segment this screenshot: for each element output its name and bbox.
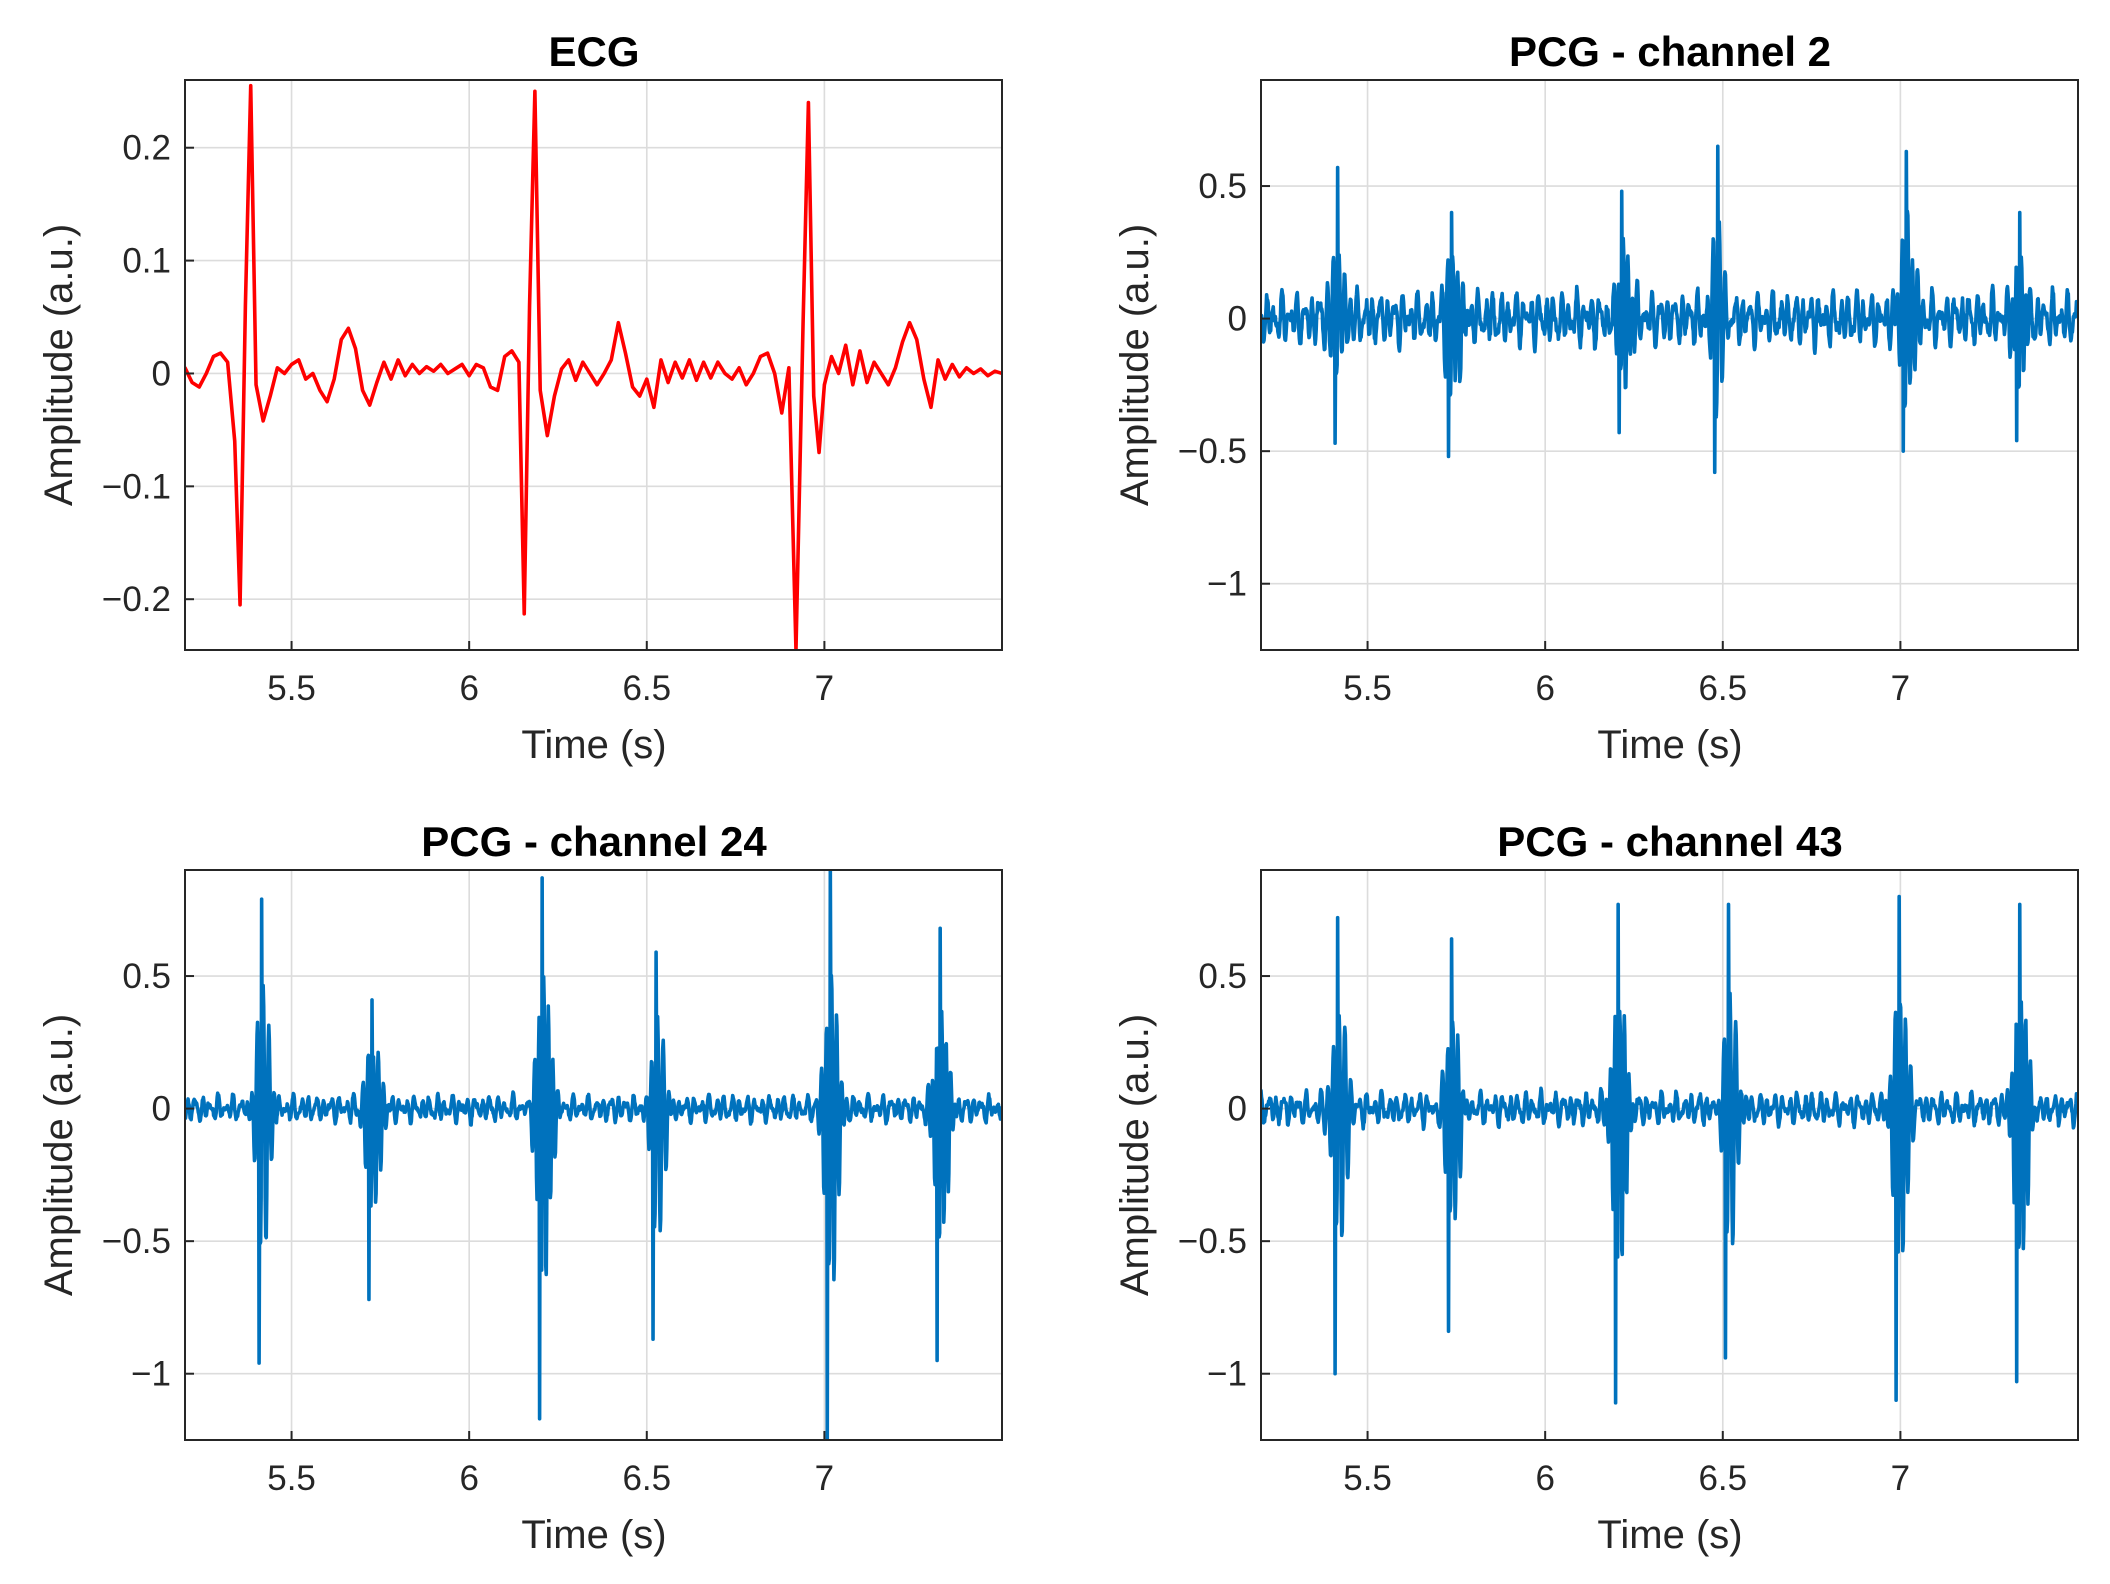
y-tick-label: −0.5	[1178, 1222, 1247, 1261]
trace-layer	[1261, 144, 2078, 475]
y-tick-label: −0.1	[102, 467, 171, 506]
panel-title: PCG - channel 2	[1509, 28, 1831, 75]
plot-area	[184, 79, 1003, 651]
y-axis-label: Amplitude (a.u.)	[1113, 1014, 1157, 1296]
x-tick-label: 5.5	[1343, 669, 1392, 708]
panel-title: PCG - channel 24	[421, 818, 767, 865]
signal-trace	[1261, 144, 2078, 475]
x-tick-label: 7	[1891, 669, 1910, 708]
y-axis-label: Amplitude (a.u.)	[1113, 224, 1157, 506]
y-tick-label: 0	[152, 1090, 171, 1129]
x-tick-label: 7	[1891, 1459, 1910, 1498]
x-tick-label: 6	[1535, 1459, 1554, 1498]
x-tick-label: 6.5	[1698, 1459, 1747, 1498]
x-tick-label: 6.5	[1698, 669, 1747, 708]
signal-trace	[185, 870, 1002, 1440]
x-axis-label: Time (s)	[521, 723, 666, 767]
y-tick-label: 0.2	[122, 129, 171, 168]
x-tick-label: 6	[1535, 669, 1554, 708]
panel-pcg-channel-24: PCG - channel 24 Time (s) Amplitude (a.u…	[37, 818, 1003, 1557]
y-tick-label: −0.2	[102, 580, 171, 619]
x-tick-label: 6	[459, 1459, 478, 1498]
x-axis-label: Time (s)	[1597, 723, 1742, 767]
y-tick-label: −1	[1207, 565, 1247, 604]
y-axis-label: Amplitude (a.u.)	[37, 1014, 81, 1296]
plot-area	[184, 869, 1003, 1441]
x-tick-label: 6	[459, 669, 478, 708]
x-tick-label: 5.5	[1343, 1459, 1392, 1498]
plot-area	[1260, 79, 2079, 651]
y-tick-label: −0.5	[1178, 432, 1247, 471]
x-tick-label: 6.5	[622, 669, 671, 708]
plot-area	[1260, 869, 2079, 1441]
y-axis-label: Amplitude (a.u.)	[37, 224, 81, 506]
y-tick-label: 0.5	[1198, 167, 1247, 206]
grid	[1261, 870, 2078, 1440]
x-tick-label: 7	[815, 1459, 834, 1498]
y-tick-label: 0	[1228, 1090, 1247, 1129]
y-tick-label: −0.5	[102, 1222, 171, 1261]
panel-pcg-channel-2: PCG - channel 2 Time (s) Amplitude (a.u.…	[1113, 28, 2079, 767]
x-tick-label: 6.5	[622, 1459, 671, 1498]
tick-layer: 5.5 6 6.5 7 −1 −0.5 0 0.5	[1178, 957, 1910, 1498]
panel-title: ECG	[548, 28, 639, 75]
signal-trace	[185, 83, 1002, 650]
panel-title: PCG - channel 43	[1497, 818, 1842, 865]
trace-layer	[1261, 894, 2078, 1405]
tick-layer: 5.5 6 6.5 7 −1 −0.5 0 0.5	[102, 957, 834, 1498]
panel-pcg-channel-43: PCG - channel 43 Time (s) Amplitude (a.u…	[1113, 818, 2079, 1557]
y-tick-label: −1	[131, 1355, 171, 1394]
x-axis-label: Time (s)	[1597, 1513, 1742, 1557]
y-tick-label: 0	[1228, 300, 1247, 339]
trace-layer	[185, 870, 1002, 1440]
tick-layer: 5.5 6 6.5 7 −1 −0.5 0 0.5	[1178, 167, 1910, 708]
tick-layer: 5.5 6 6.5 7 −0.2 −0.1 0 0.1 0.2	[102, 129, 834, 708]
x-tick-label: 7	[815, 669, 834, 708]
y-tick-label: −1	[1207, 1355, 1247, 1394]
x-tick-label: 5.5	[267, 669, 316, 708]
x-axis-label: Time (s)	[521, 1513, 666, 1557]
grid	[185, 80, 1002, 650]
grid	[1261, 80, 2078, 650]
trace-layer	[185, 83, 1002, 650]
grid	[185, 870, 1002, 1440]
y-tick-label: 0.5	[122, 957, 171, 996]
x-tick-label: 5.5	[267, 1459, 316, 1498]
signal-trace	[1261, 894, 2078, 1405]
y-tick-label: 0.5	[1198, 957, 1247, 996]
y-tick-label: 0	[152, 354, 171, 393]
panel-ecg: ECG Time (s) Amplitude (a.u.) 5.5 6 6.5 7 −0…	[37, 28, 1003, 767]
y-tick-label: 0.1	[122, 242, 171, 281]
